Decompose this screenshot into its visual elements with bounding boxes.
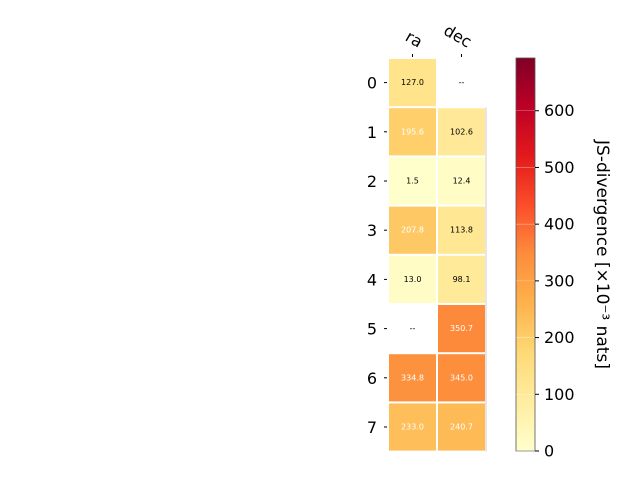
cell-value-label: 102.6 (450, 127, 473, 136)
heatmap-cell (389, 108, 436, 156)
cell-value-label: 345.0 (450, 373, 473, 382)
colorbar-tick-label: 0 (544, 442, 554, 461)
row-label: 6 (367, 369, 377, 388)
heatmap-cell (389, 157, 436, 205)
colorbar-tick-label: 600 (544, 101, 575, 120)
cell-value-label: -- (410, 324, 416, 333)
row-label: 4 (367, 270, 377, 289)
heatmap-cell (438, 206, 485, 254)
column-label: dec (441, 21, 475, 52)
colorbar-gradient (516, 58, 535, 451)
heatmap-cell (438, 354, 485, 402)
heatmap-cell (438, 108, 485, 156)
row-label: 5 (367, 320, 377, 339)
row-label: 7 (367, 418, 377, 437)
heatmap-cell (438, 403, 485, 451)
cell-value-label: 1.5 (406, 177, 419, 186)
cell-value-label: 98.1 (453, 275, 471, 284)
colorbar-label: JS-divergence [×10⁻³ nats] (592, 139, 612, 369)
colorbar-tick-label: 500 (544, 158, 575, 177)
heatmap-cell (438, 255, 485, 303)
colorbar-tick-label: 200 (544, 328, 575, 347)
colorbar-tick-label: 100 (544, 385, 575, 404)
cell-value-label: 350.7 (450, 324, 473, 333)
row-label: 0 (367, 74, 377, 93)
cell-value-label: 334.8 (401, 373, 424, 382)
heatmap-cell (438, 305, 485, 353)
heatmap-cell (389, 354, 436, 402)
cell-value-label: 113.8 (450, 226, 473, 235)
row-label: 1 (367, 123, 377, 142)
column-label: ra (402, 27, 426, 52)
cell-value-label: -- (459, 78, 465, 87)
colorbar: 0 100 200 300 400 500 600 JS-divergence [×10⁻³ … (515, 57, 612, 461)
cell-value-label: 127.0 (401, 78, 424, 87)
cell-value-label: 195.6 (401, 127, 424, 136)
row-label: 2 (367, 172, 377, 191)
heatmap-cell (389, 255, 436, 303)
heatmap-cell (389, 59, 436, 107)
heatmap-cell (438, 157, 485, 205)
heatmap-cell (389, 403, 436, 451)
colorbar-tick-label: 300 (544, 271, 575, 290)
cell-value-label: 233.0 (401, 423, 424, 432)
row-label: 3 (367, 221, 377, 240)
colorbar-tick-label: 400 (544, 215, 575, 234)
cell-value-label: 240.7 (450, 423, 473, 432)
cell-value-label: 13.0 (404, 275, 422, 284)
cell-value-label: 12.4 (453, 177, 471, 186)
heatmap-cell (389, 206, 436, 254)
heatmap-cells: 127.0 -- 195.6 102.6 1.5 12.4 207.8 113.8 13.0 98… (389, 59, 485, 451)
cell-value-label: 207.8 (401, 226, 424, 235)
